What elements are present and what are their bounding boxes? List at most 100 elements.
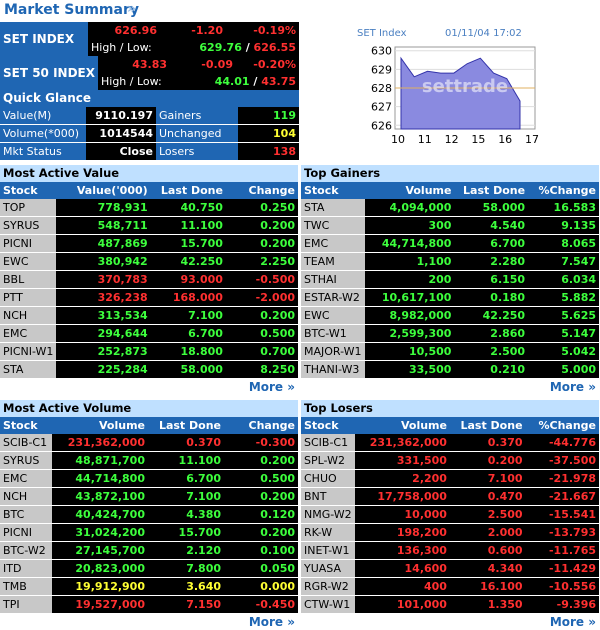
table-row[interactable]: NCH 43,872,100 7.100 0.200 bbox=[0, 487, 298, 506]
column-header[interactable]: Value('000) bbox=[56, 182, 151, 199]
column-header[interactable]: Volume bbox=[364, 182, 455, 199]
stock-symbol[interactable]: RK-W bbox=[301, 523, 355, 542]
more-link[interactable]: More » bbox=[248, 615, 295, 629]
table-row[interactable]: RGR-W2 400 16.100 -10.556 bbox=[301, 577, 599, 596]
table-row[interactable]: ITD 20,823,000 7.800 0.050 bbox=[0, 559, 298, 578]
table-row[interactable]: STA 225,284 58.000 8.250 bbox=[0, 360, 298, 379]
stock-symbol[interactable]: SCIB-C1 bbox=[0, 434, 52, 452]
stock-symbol[interactable]: RGR-W2 bbox=[301, 577, 355, 596]
stock-symbol[interactable]: STA bbox=[301, 199, 365, 217]
table-row[interactable]: RK-W 198,200 2.000 -13.793 bbox=[301, 523, 599, 542]
stock-symbol[interactable]: NCH bbox=[0, 306, 57, 325]
stock-symbol[interactable]: EWC bbox=[0, 252, 57, 271]
stock-symbol[interactable]: PTT bbox=[0, 288, 57, 307]
table-row[interactable]: PICNI-W1 252,873 18.800 0.700 bbox=[0, 342, 298, 361]
stock-symbol[interactable]: TMB bbox=[0, 577, 52, 596]
stock-symbol[interactable]: SYRUS bbox=[0, 216, 57, 235]
column-header[interactable]: Last Done bbox=[449, 417, 526, 434]
column-header[interactable]: Last Done bbox=[150, 182, 226, 199]
stock-symbol[interactable]: ESTAR-W2 bbox=[301, 288, 365, 307]
table-row[interactable]: PICNI 31,024,200 15.700 0.200 bbox=[0, 523, 298, 542]
table-row[interactable]: SPL-W2 331,500 0.200 -37.500 bbox=[301, 451, 599, 470]
table-row[interactable]: TMB 19,912,900 3.640 0.000 bbox=[0, 577, 298, 596]
stock-symbol[interactable]: EMC bbox=[0, 324, 57, 343]
column-header[interactable]: Stock bbox=[301, 182, 365, 199]
table-row[interactable]: EMC 44,714,800 6.700 0.500 bbox=[0, 469, 298, 488]
set-index-chart[interactable]: SET Index 01/11/04 17:02 630 629 628 627 626… bbox=[355, 25, 550, 150]
stock-symbol[interactable]: TPI bbox=[0, 595, 52, 614]
column-header[interactable]: Stock bbox=[0, 182, 57, 199]
table-row[interactable]: CTW-W1 101,000 1.350 -9.396 bbox=[301, 595, 599, 614]
stock-symbol[interactable]: ITD bbox=[0, 559, 52, 578]
table-row[interactable]: NMG-W2 10,000 2.500 -15.541 bbox=[301, 505, 599, 524]
table-row[interactable]: STA 4,094,000 58.000 16.583 bbox=[301, 199, 599, 217]
more-link[interactable]: More » bbox=[248, 380, 295, 394]
table-row[interactable]: BBL 370,783 93.000 -0.500 bbox=[0, 270, 298, 289]
stock-symbol[interactable]: INET-W1 bbox=[301, 541, 355, 560]
table-row[interactable]: BTC-W2 27,145,700 2.120 0.100 bbox=[0, 541, 298, 560]
table-row[interactable]: CHUO 2,200 7.100 -21.978 bbox=[301, 469, 599, 488]
table-row[interactable]: BNT 17,758,000 0.470 -21.667 bbox=[301, 487, 599, 506]
stock-symbol[interactable]: YUASA bbox=[301, 559, 355, 578]
column-header[interactable]: Last Done bbox=[148, 417, 224, 434]
column-header[interactable]: Stock bbox=[301, 417, 355, 434]
table-row[interactable]: EWC 380,942 42.250 2.250 bbox=[0, 252, 298, 271]
stock-symbol[interactable]: EMC bbox=[301, 234, 365, 253]
table-row[interactable]: INET-W1 136,300 0.600 -11.765 bbox=[301, 541, 599, 560]
stock-symbol[interactable]: NMG-W2 bbox=[301, 505, 355, 524]
table-row[interactable]: SYRUS 48,871,700 11.100 0.200 bbox=[0, 451, 298, 470]
table-row[interactable]: EMC 294,644 6.700 0.500 bbox=[0, 324, 298, 343]
stock-symbol[interactable]: TWC bbox=[301, 216, 365, 235]
table-row[interactable]: BTC 40,424,700 4.380 0.120 bbox=[0, 505, 298, 524]
table-row[interactable]: YUASA 14,600 4.340 -11.429 bbox=[301, 559, 599, 578]
table-row[interactable]: EWC 8,982,000 42.250 5.625 bbox=[301, 306, 599, 325]
stock-symbol[interactable]: CHUO bbox=[301, 469, 355, 488]
stock-symbol[interactable]: SYRUS bbox=[0, 451, 52, 470]
table-row[interactable]: SCIB-C1 231,362,000 0.370 -44.776 bbox=[301, 434, 599, 452]
table-row[interactable]: PICNI 487,869 15.700 0.200 bbox=[0, 234, 298, 253]
table-row[interactable]: ESTAR-W2 10,617,100 0.180 5.882 bbox=[301, 288, 599, 307]
column-header[interactable]: Change bbox=[224, 417, 298, 434]
table-row[interactable]: SCIB-C1 231,362,000 0.370 -0.300 bbox=[0, 434, 298, 452]
table-row[interactable]: NCH 313,534 7.100 0.200 bbox=[0, 306, 298, 325]
stock-symbol[interactable]: STA bbox=[0, 360, 57, 379]
column-header[interactable]: Stock bbox=[0, 417, 52, 434]
stock-symbol[interactable]: EMC bbox=[0, 469, 52, 488]
table-row[interactable]: THANI-W3 33,500 0.210 5.000 bbox=[301, 360, 599, 379]
table-row[interactable]: BTC-W1 2,599,300 2.860 5.147 bbox=[301, 324, 599, 343]
table-row[interactable]: EMC 44,714,800 6.700 8.065 bbox=[301, 234, 599, 253]
stock-symbol[interactable]: PICNI-W1 bbox=[0, 342, 57, 361]
stock-symbol[interactable]: SCIB-C1 bbox=[301, 434, 355, 452]
more-link[interactable]: More » bbox=[549, 615, 596, 629]
table-row[interactable]: TWC 300 4.540 9.135 bbox=[301, 216, 599, 235]
column-header[interactable]: %Change bbox=[528, 182, 599, 199]
stock-symbol[interactable]: PICNI bbox=[0, 234, 57, 253]
column-header[interactable]: %Change bbox=[525, 417, 599, 434]
stock-symbol[interactable]: EWC bbox=[301, 306, 365, 325]
column-header[interactable]: Volume bbox=[354, 417, 450, 434]
stock-symbol[interactable]: BTC-W1 bbox=[301, 324, 365, 343]
table-row[interactable]: MAJOR-W1 10,500 2.500 5.042 bbox=[301, 342, 599, 361]
stock-symbol[interactable]: CTW-W1 bbox=[301, 595, 355, 614]
table-row[interactable]: SYRUS 548,711 11.100 0.200 bbox=[0, 216, 298, 235]
set50-index-label[interactable]: SET 50 INDEX bbox=[0, 56, 98, 90]
table-row[interactable]: STHAI 200 6.150 6.034 bbox=[301, 270, 599, 289]
table-row[interactable]: PTT 326,238 168.000 -2.000 bbox=[0, 288, 298, 307]
stock-symbol[interactable]: SPL-W2 bbox=[301, 451, 355, 470]
set-index-label[interactable]: SET INDEX bbox=[0, 22, 88, 56]
stock-symbol[interactable]: PICNI bbox=[0, 523, 52, 542]
stock-symbol[interactable]: STHAI bbox=[301, 270, 365, 289]
stock-symbol[interactable]: BTC-W2 bbox=[0, 541, 52, 560]
more-link[interactable]: More » bbox=[549, 380, 596, 394]
stock-symbol[interactable]: NCH bbox=[0, 487, 52, 506]
table-row[interactable]: TEAM 1,100 2.280 7.547 bbox=[301, 252, 599, 271]
stock-symbol[interactable]: BBL bbox=[0, 270, 57, 289]
stock-symbol[interactable]: MAJOR-W1 bbox=[301, 342, 365, 361]
stock-symbol[interactable]: TOP bbox=[0, 199, 57, 217]
stock-symbol[interactable]: THANI-W3 bbox=[301, 360, 365, 379]
stock-symbol[interactable]: BNT bbox=[301, 487, 355, 506]
table-row[interactable]: TOP 778,931 40.750 0.250 bbox=[0, 199, 298, 217]
column-header[interactable]: Change bbox=[225, 182, 298, 199]
column-header[interactable]: Volume bbox=[52, 417, 148, 434]
stock-symbol[interactable]: TEAM bbox=[301, 252, 365, 271]
